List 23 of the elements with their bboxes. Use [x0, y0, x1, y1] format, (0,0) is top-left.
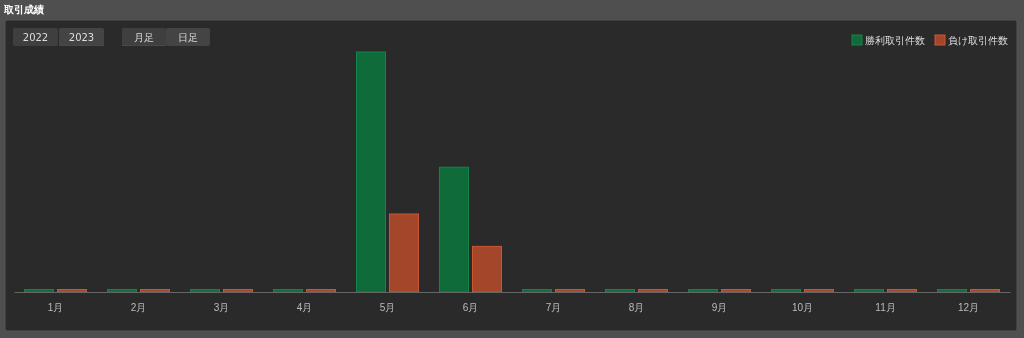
bar — [439, 166, 469, 293]
x-tick-label: 4月 — [296, 302, 313, 314]
x-tick-label: 3月 — [213, 302, 230, 314]
bar — [389, 213, 419, 293]
x-tick-label: 8月 — [628, 302, 645, 314]
x-tick-label: 11月 — [875, 302, 896, 314]
chart-title: 取引成績 — [3, 4, 44, 15]
toggle-button: 日足 — [166, 28, 210, 46]
x-tick-label: 6月 — [462, 302, 479, 314]
legend-label: 勝利取引件数 — [865, 35, 925, 46]
x-tick-label: 12月 — [957, 302, 980, 314]
bar — [356, 51, 386, 293]
toggle-button: 2023 — [59, 28, 104, 46]
toggle-button: 2022 — [13, 28, 58, 46]
x-tick-label: 10月 — [791, 302, 814, 314]
x-tick-label: 7月 — [545, 302, 562, 314]
x-tick-label: 1月 — [47, 302, 64, 314]
legend-label: 負け取引件数 — [948, 35, 1008, 46]
bar — [472, 245, 502, 293]
toggle-button: 月足 — [122, 28, 166, 46]
x-tick-label: 9月 — [711, 302, 728, 314]
x-tick-label: 5月 — [379, 302, 396, 314]
x-tick-label: 2月 — [130, 302, 147, 314]
